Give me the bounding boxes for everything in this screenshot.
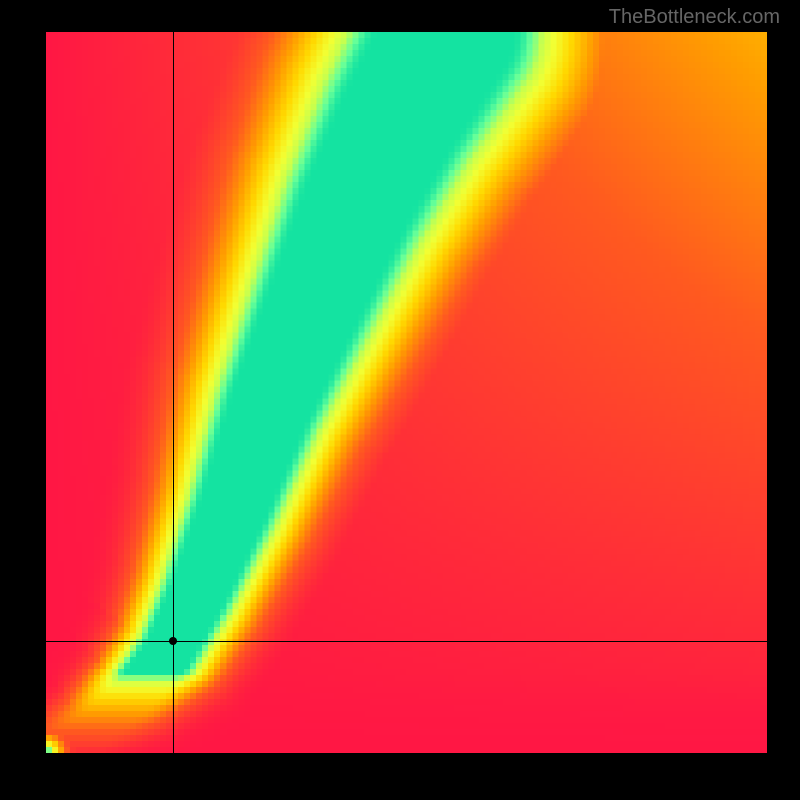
watermark-text: TheBottleneck.com xyxy=(609,6,780,29)
heatmap-canvas xyxy=(46,32,767,753)
crosshair-horizontal xyxy=(46,641,767,642)
heatmap-plot xyxy=(46,32,767,753)
crosshair-dot xyxy=(169,637,177,645)
